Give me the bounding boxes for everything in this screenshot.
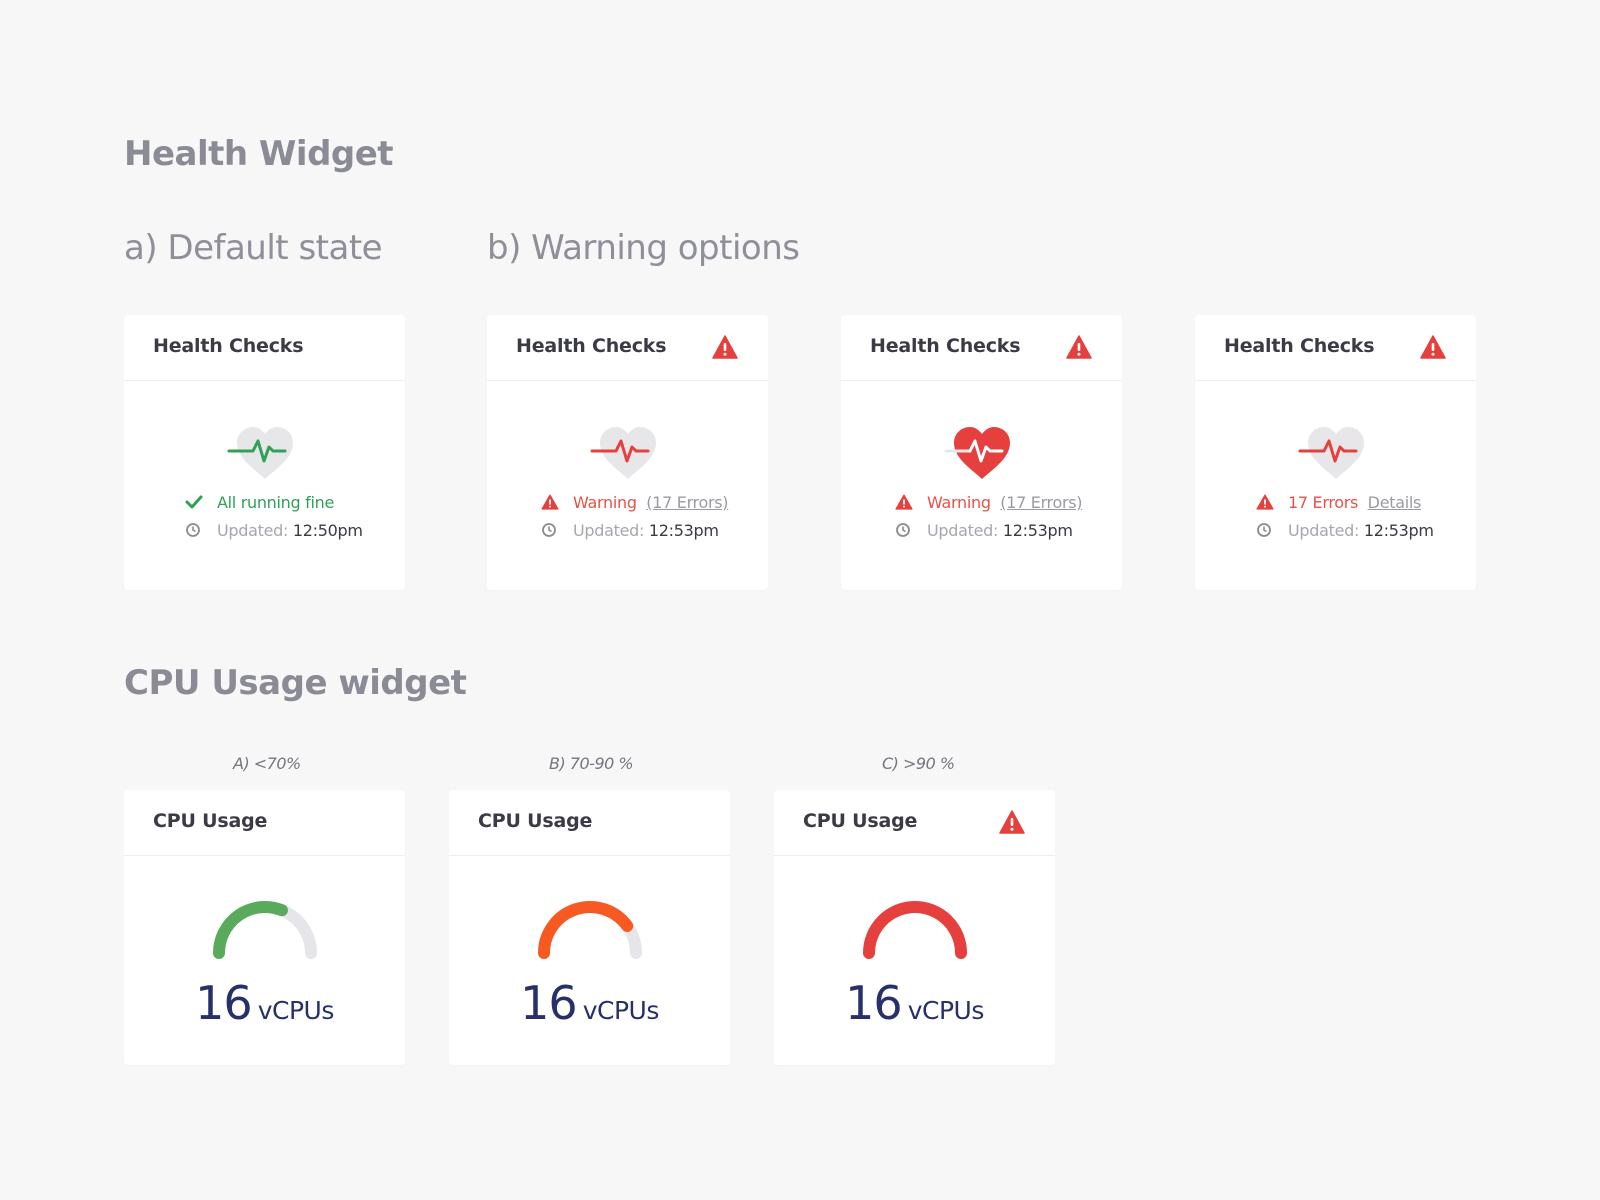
heart-pulse-icon — [1298, 427, 1364, 479]
cpu-value: 16 vCPUs — [124, 976, 405, 1030]
card-title: Health Checks — [1224, 335, 1375, 357]
default-state-label: a) Default state — [124, 228, 383, 268]
cpu-gauge — [862, 901, 967, 959]
card-header: CPU Usage — [124, 790, 405, 856]
health-card-errors-details: Health Checks 17 Errors Details Updated:… — [1195, 315, 1476, 590]
cpu-number: 16 — [520, 976, 578, 1030]
warning-triangle-icon[interactable] — [1066, 335, 1092, 359]
cpu-number: 16 — [195, 976, 253, 1030]
cpu-unit: vCPUs — [582, 996, 660, 1025]
status-text: All running fine — [217, 493, 335, 512]
gauge-fill — [212, 901, 288, 959]
updated-time: 12:53pm — [1363, 521, 1434, 540]
status-text: Warning — [573, 493, 637, 512]
warning-triangle-icon[interactable] — [712, 335, 738, 359]
heart-pulse-icon — [590, 427, 656, 479]
cpu-card-low: CPU Usage 16 vCPUs — [124, 790, 405, 1065]
details-link[interactable]: Details — [1367, 493, 1422, 512]
warning-triangle-icon — [541, 494, 559, 510]
warning-triangle-icon — [895, 494, 913, 510]
cpu-value: 16 vCPUs — [774, 976, 1055, 1030]
card-title: CPU Usage — [153, 810, 268, 832]
update-line: Updated: 12:50pm — [185, 521, 363, 540]
card-title: Health Checks — [516, 335, 667, 357]
cpu-caption-c: C) >90 % — [882, 754, 955, 773]
gauge-fill — [862, 901, 967, 959]
card-header: CPU Usage — [449, 790, 730, 856]
warning-triangle-icon — [1256, 494, 1274, 510]
status-line: 17 Errors Details — [1256, 493, 1421, 512]
cpu-number: 16 — [845, 976, 903, 1030]
card-title: Health Checks — [870, 335, 1021, 357]
card-title: CPU Usage — [478, 810, 593, 832]
cpu-gauge — [212, 901, 317, 959]
errors-link[interactable]: (17 Errors) — [646, 493, 729, 512]
status-line: Warning (17 Errors) — [895, 493, 1083, 512]
cpu-value: 16 vCPUs — [449, 976, 730, 1030]
updated-time: 12:53pm — [1002, 521, 1073, 540]
card-title: Health Checks — [153, 335, 304, 357]
card-header: Health Checks — [124, 315, 405, 381]
warning-triangle-icon[interactable] — [1420, 335, 1446, 359]
updated-label: Updated: — [573, 521, 645, 540]
clock-icon — [1257, 523, 1271, 537]
cpu-caption-a: A) <70% — [233, 754, 301, 773]
card-header: Health Checks — [841, 315, 1122, 381]
card-header: CPU Usage — [774, 790, 1055, 856]
card-title: CPU Usage — [803, 810, 918, 832]
clock-icon — [896, 523, 910, 537]
updated-label: Updated: — [217, 521, 289, 540]
cpu-gauge — [537, 901, 642, 959]
card-header: Health Checks — [1195, 315, 1476, 381]
cpu-unit: vCPUs — [907, 996, 985, 1025]
updated-time: 12:53pm — [648, 521, 719, 540]
warning-options-label: b) Warning options — [487, 228, 800, 268]
status-line: Warning (17 Errors) — [541, 493, 729, 512]
update-line: Updated: 12:53pm — [1256, 521, 1434, 540]
update-line: Updated: 12:53pm — [541, 521, 719, 540]
heart-pulse-icon — [227, 427, 293, 479]
checkmark-icon — [185, 495, 203, 509]
status-line: All running fine — [185, 493, 334, 512]
health-card-warning: Health Checks Warning (17 Errors) Update… — [487, 315, 768, 590]
cpu-unit: vCPUs — [257, 996, 335, 1025]
cpu-card-high: CPU Usage 16 vCPUs — [774, 790, 1055, 1065]
update-line: Updated: 12:53pm — [895, 521, 1073, 540]
gauge-fill — [537, 901, 633, 959]
card-header: Health Checks — [487, 315, 768, 381]
health-card-default: Health Checks All running fine Updated: … — [124, 315, 405, 590]
errors-link[interactable]: (17 Errors) — [1000, 493, 1083, 512]
updated-time: 12:50pm — [292, 521, 363, 540]
updated-label: Updated: — [1288, 521, 1360, 540]
health-section-title: Health Widget — [124, 134, 394, 174]
updated-label: Updated: — [927, 521, 999, 540]
cpu-section-title: CPU Usage widget — [124, 663, 467, 703]
cpu-card-medium: CPU Usage 16 vCPUs — [449, 790, 730, 1065]
cpu-caption-b: B) 70-90 % — [549, 754, 634, 773]
clock-icon — [186, 523, 200, 537]
health-card-warning-filled: Health Checks Warning (17 Errors) Update… — [841, 315, 1122, 590]
heart-pulse-icon — [944, 427, 1010, 479]
clock-icon — [542, 523, 556, 537]
status-text: Warning — [927, 493, 991, 512]
status-text: 17 Errors — [1288, 493, 1359, 512]
warning-triangle-icon[interactable] — [999, 810, 1025, 834]
